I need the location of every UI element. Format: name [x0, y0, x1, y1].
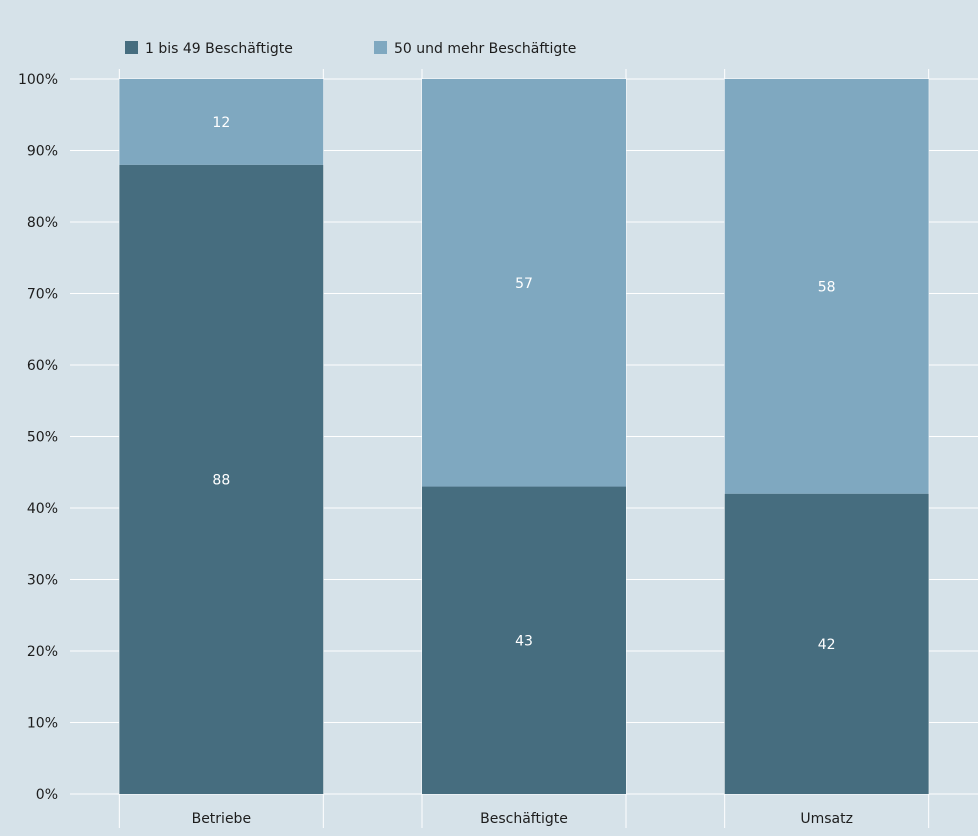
x-tick-label: Beschäftigte [480, 811, 568, 827]
legend-label-series-2: 50 und mehr Beschäftigte [394, 41, 576, 57]
y-tick-label: 10% [27, 716, 58, 732]
bar-value-label: 12 [212, 115, 230, 131]
y-tick-label: 60% [27, 358, 58, 374]
legend: 1 bis 49 Beschäftigte 50 und mehr Beschä… [125, 41, 576, 57]
y-tick-label: 90% [27, 144, 58, 160]
legend-swatch-series-2 [374, 41, 387, 54]
bar-value-label: 57 [515, 276, 533, 292]
legend-swatch-series-1 [125, 41, 138, 54]
y-axis-ticks: 0% 10% 20% 30% 40% 50% 60% 70% 80% 90% 100% [18, 72, 58, 803]
bar-segment-2 [119, 79, 324, 165]
bar-segment-2 [724, 79, 929, 494]
value-labels: 88 12 43 57 42 58 [212, 115, 835, 653]
y-tick-label: 80% [27, 215, 58, 231]
y-tick-label: 20% [27, 644, 58, 660]
y-tick-label: 70% [27, 287, 58, 303]
y-tick-label: 50% [27, 430, 58, 446]
y-tick-label: 30% [27, 573, 58, 589]
bar-value-label: 42 [818, 637, 836, 653]
legend-label-series-1: 1 bis 49 Beschäftigte [145, 41, 293, 57]
x-axis-ticks: Betriebe Beschäftigte Umsatz [192, 811, 853, 827]
x-tick-label: Betriebe [192, 811, 251, 827]
bar-value-label: 58 [818, 279, 836, 295]
y-tick-label: 40% [27, 501, 58, 517]
bar-value-label: 43 [515, 633, 533, 649]
bar-segment-1 [119, 164, 324, 795]
x-tick-label: Umsatz [800, 811, 853, 827]
bar-value-label: 88 [212, 472, 230, 488]
y-tick-label: 0% [36, 787, 58, 803]
bar-segment-2 [422, 79, 626, 487]
bars [119, 79, 929, 795]
y-tick-label: 100% [18, 72, 58, 88]
bar-segment-1 [422, 486, 626, 794]
bar-segment-1 [724, 493, 929, 794]
